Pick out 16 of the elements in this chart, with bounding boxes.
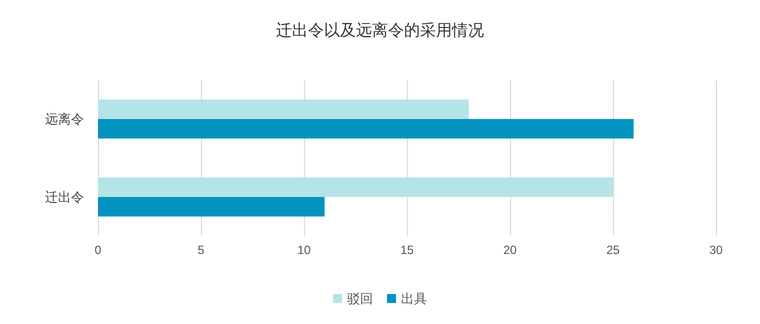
- x-tick-label: 15: [400, 243, 414, 257]
- y-tick-label: 远离令: [45, 112, 84, 126]
- x-tick-label: 25: [606, 243, 620, 257]
- x-tick-label: 10: [297, 243, 311, 257]
- bar: [98, 178, 613, 197]
- bar: [98, 100, 469, 119]
- x-tick-label: 5: [198, 243, 205, 257]
- x-tick-label: 20: [503, 243, 517, 257]
- legend-label: 驳回: [347, 291, 373, 306]
- bar: [98, 119, 634, 138]
- x-tick-label: 30: [709, 243, 723, 257]
- chart-title: 迁出令以及远离令的采用情况: [276, 22, 484, 40]
- legend-label: 出具: [401, 291, 427, 306]
- x-tick-label: 0: [94, 243, 102, 257]
- y-tick-label: 迁出令: [45, 190, 84, 204]
- bar: [98, 197, 325, 216]
